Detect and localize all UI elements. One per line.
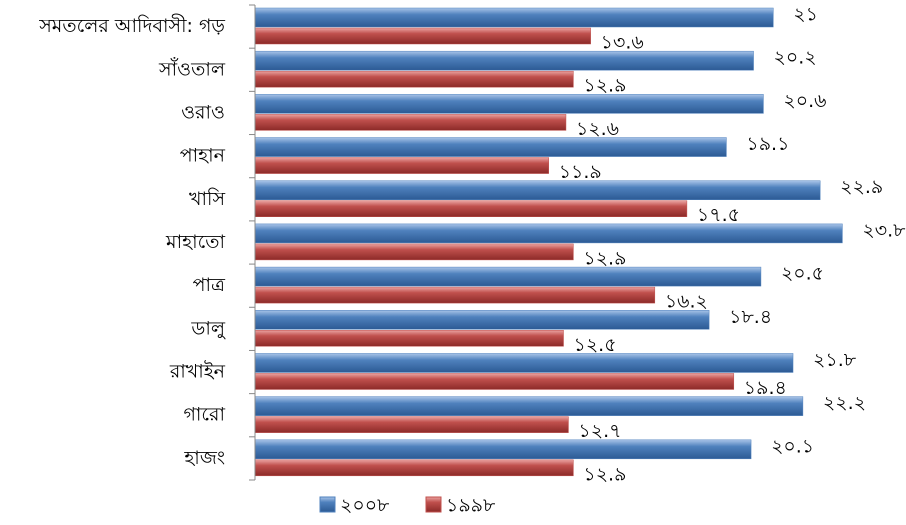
legend-swatch — [319, 496, 336, 513]
bar — [254, 416, 569, 433]
data-label: ২৩.৮ — [862, 219, 906, 241]
y-tick-label: ওরাও — [181, 101, 225, 123]
data-label: ২১ — [793, 4, 818, 26]
bar — [254, 180, 821, 200]
data-label: ১২.৯ — [583, 75, 626, 97]
y-tick-label: সমতলের আদিবাসী: গড় — [38, 14, 225, 37]
y-tick-label: রাখাইন — [169, 361, 226, 383]
bar — [254, 373, 735, 390]
bar — [254, 70, 574, 88]
data-label: ১৩.৬ — [601, 32, 644, 54]
data-label: ১৬.২ — [665, 291, 708, 313]
bar — [254, 7, 774, 28]
bar — [254, 353, 794, 373]
legend-label: ১৯৯৮ — [446, 495, 496, 517]
y-tick-label: গারো — [183, 404, 225, 426]
data-label: ২০.১ — [771, 435, 814, 457]
y-tick-label: ডালু — [190, 317, 226, 339]
legend-label: ২০০৮ — [340, 495, 390, 517]
data-label: ১১.৯ — [559, 161, 602, 183]
bar — [254, 223, 843, 244]
y-tick-label: পাহান — [180, 145, 226, 167]
y-tick-label: খাসি — [189, 188, 225, 210]
bar — [254, 459, 574, 477]
bar — [254, 266, 762, 287]
bar — [254, 310, 710, 330]
data-label: ১৯.১ — [746, 133, 789, 155]
data-label: ২২.৯ — [840, 176, 883, 198]
data-label: ২২.২ — [823, 392, 866, 414]
data-label: ১২.৭ — [578, 420, 621, 442]
bar — [254, 286, 656, 304]
data-label: ১২.৯ — [583, 247, 626, 269]
y-tick-label: পাত্র — [193, 274, 226, 296]
data-label: ১৭.৫ — [697, 204, 740, 226]
y-tick-label: মাহাতো — [165, 231, 225, 253]
data-label: ২০.৫ — [781, 263, 824, 285]
legend-swatch — [425, 496, 442, 513]
bar — [254, 27, 591, 45]
data-label: ১২.৬ — [576, 118, 619, 140]
bar — [254, 157, 549, 174]
bar — [254, 94, 764, 114]
bar — [254, 439, 752, 460]
bar — [254, 330, 564, 347]
data-label: ২০.৬ — [783, 90, 826, 112]
bar — [254, 137, 727, 157]
bar — [254, 200, 688, 217]
bar — [254, 396, 804, 416]
data-label: ২০.২ — [774, 47, 817, 69]
data-label: ১২.৯ — [583, 463, 626, 485]
data-label: ১৮.৪ — [729, 306, 772, 328]
y-tick-label: সাঁওতাল — [158, 57, 226, 80]
bar — [254, 114, 567, 131]
y-tick-label: হাজং — [183, 447, 225, 469]
data-label: ১২.৫ — [574, 334, 617, 356]
data-label: ২১.৮ — [813, 349, 857, 371]
bar — [254, 243, 574, 261]
data-label: ১৯.৪ — [744, 377, 787, 399]
bar — [254, 50, 754, 71]
